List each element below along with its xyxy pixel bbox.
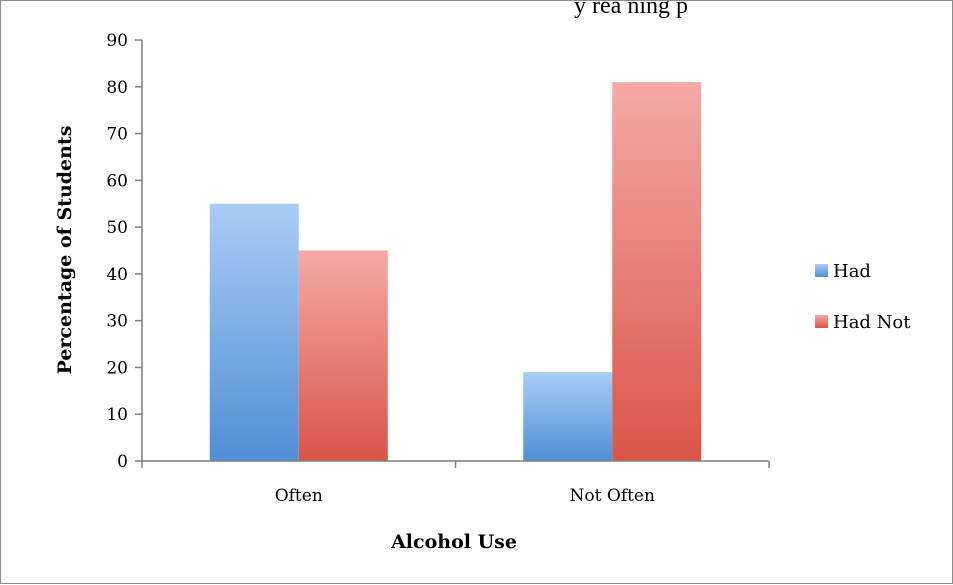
y-tick-label: 70	[106, 125, 128, 145]
legend-label: Had	[833, 261, 871, 282]
legend: Had Had Not	[815, 261, 911, 333]
y-tick-label: 50	[106, 218, 128, 238]
y-tick-label: 40	[106, 265, 128, 285]
x-category-label: Often	[275, 486, 323, 506]
y-axis-title: Percentage of Students	[54, 126, 76, 375]
bar-had-not-often	[298, 250, 388, 461]
y-tick-label: 80	[106, 78, 128, 98]
bar-had-not-not-often	[612, 82, 702, 461]
legend-swatch	[815, 264, 828, 277]
clipped-caption-text: y rea ning p	[574, 1, 688, 19]
bar-had-often	[209, 203, 299, 461]
x-category-label: Not Often	[570, 486, 655, 506]
x-axis-title: Alcohol Use	[390, 531, 517, 553]
y-tick-label: 90	[106, 31, 128, 51]
legend-label: Had Not	[833, 312, 911, 333]
y-tick-label: 10	[106, 405, 128, 425]
y-tick-label: 0	[117, 452, 128, 472]
legend-swatch	[815, 315, 828, 328]
y-tick-label: 60	[106, 171, 128, 191]
y-tick-label: 30	[106, 312, 128, 332]
bar-had-not-often	[523, 372, 613, 461]
plot-area: 0 10 20 30 40 50 60 70 80 90 Often Not Often	[106, 31, 770, 506]
y-tick-label: 20	[106, 358, 128, 378]
